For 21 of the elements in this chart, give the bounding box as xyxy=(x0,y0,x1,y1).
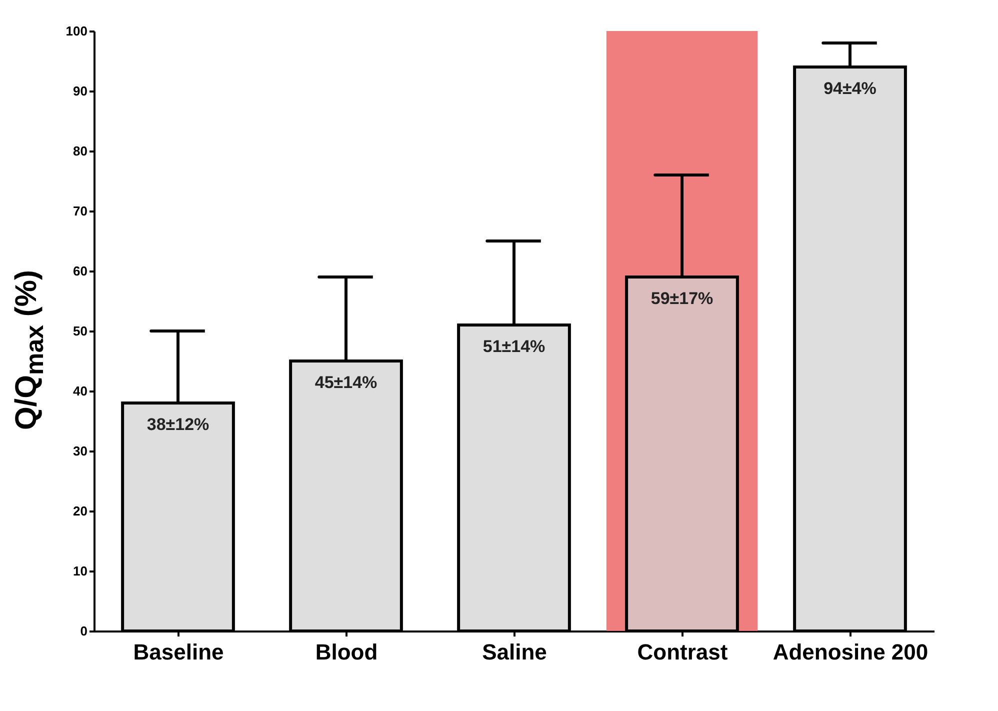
x-tick-label: Baseline xyxy=(133,640,224,664)
y-tick-label: 0 xyxy=(80,624,88,638)
data-label: 45±14% xyxy=(314,373,378,392)
y-tick-label: 70 xyxy=(73,204,88,218)
x-tick-label: Blood xyxy=(315,640,378,664)
data-label: 38±12% xyxy=(146,415,210,434)
y-tick-label: 30 xyxy=(73,444,88,458)
y-tick-label: 20 xyxy=(73,504,88,518)
x-tick-label: Contrast xyxy=(637,640,728,664)
y-tick-label: 50 xyxy=(73,324,88,338)
y-tick-label: 80 xyxy=(73,144,88,158)
y-tick-label: 90 xyxy=(73,84,88,98)
data-label: 94±4% xyxy=(824,79,876,98)
y-tick-label: 40 xyxy=(73,384,88,398)
x-tick-label: Adenosine 200 xyxy=(772,640,928,664)
x-tick-label: Saline xyxy=(482,640,547,664)
y-tick-label: 100 xyxy=(66,24,88,38)
data-label: 59±17% xyxy=(650,289,714,308)
y-tick-label: 10 xyxy=(73,564,88,578)
data-label: 51±14% xyxy=(482,337,546,356)
y-tick-label: 60 xyxy=(73,264,88,278)
